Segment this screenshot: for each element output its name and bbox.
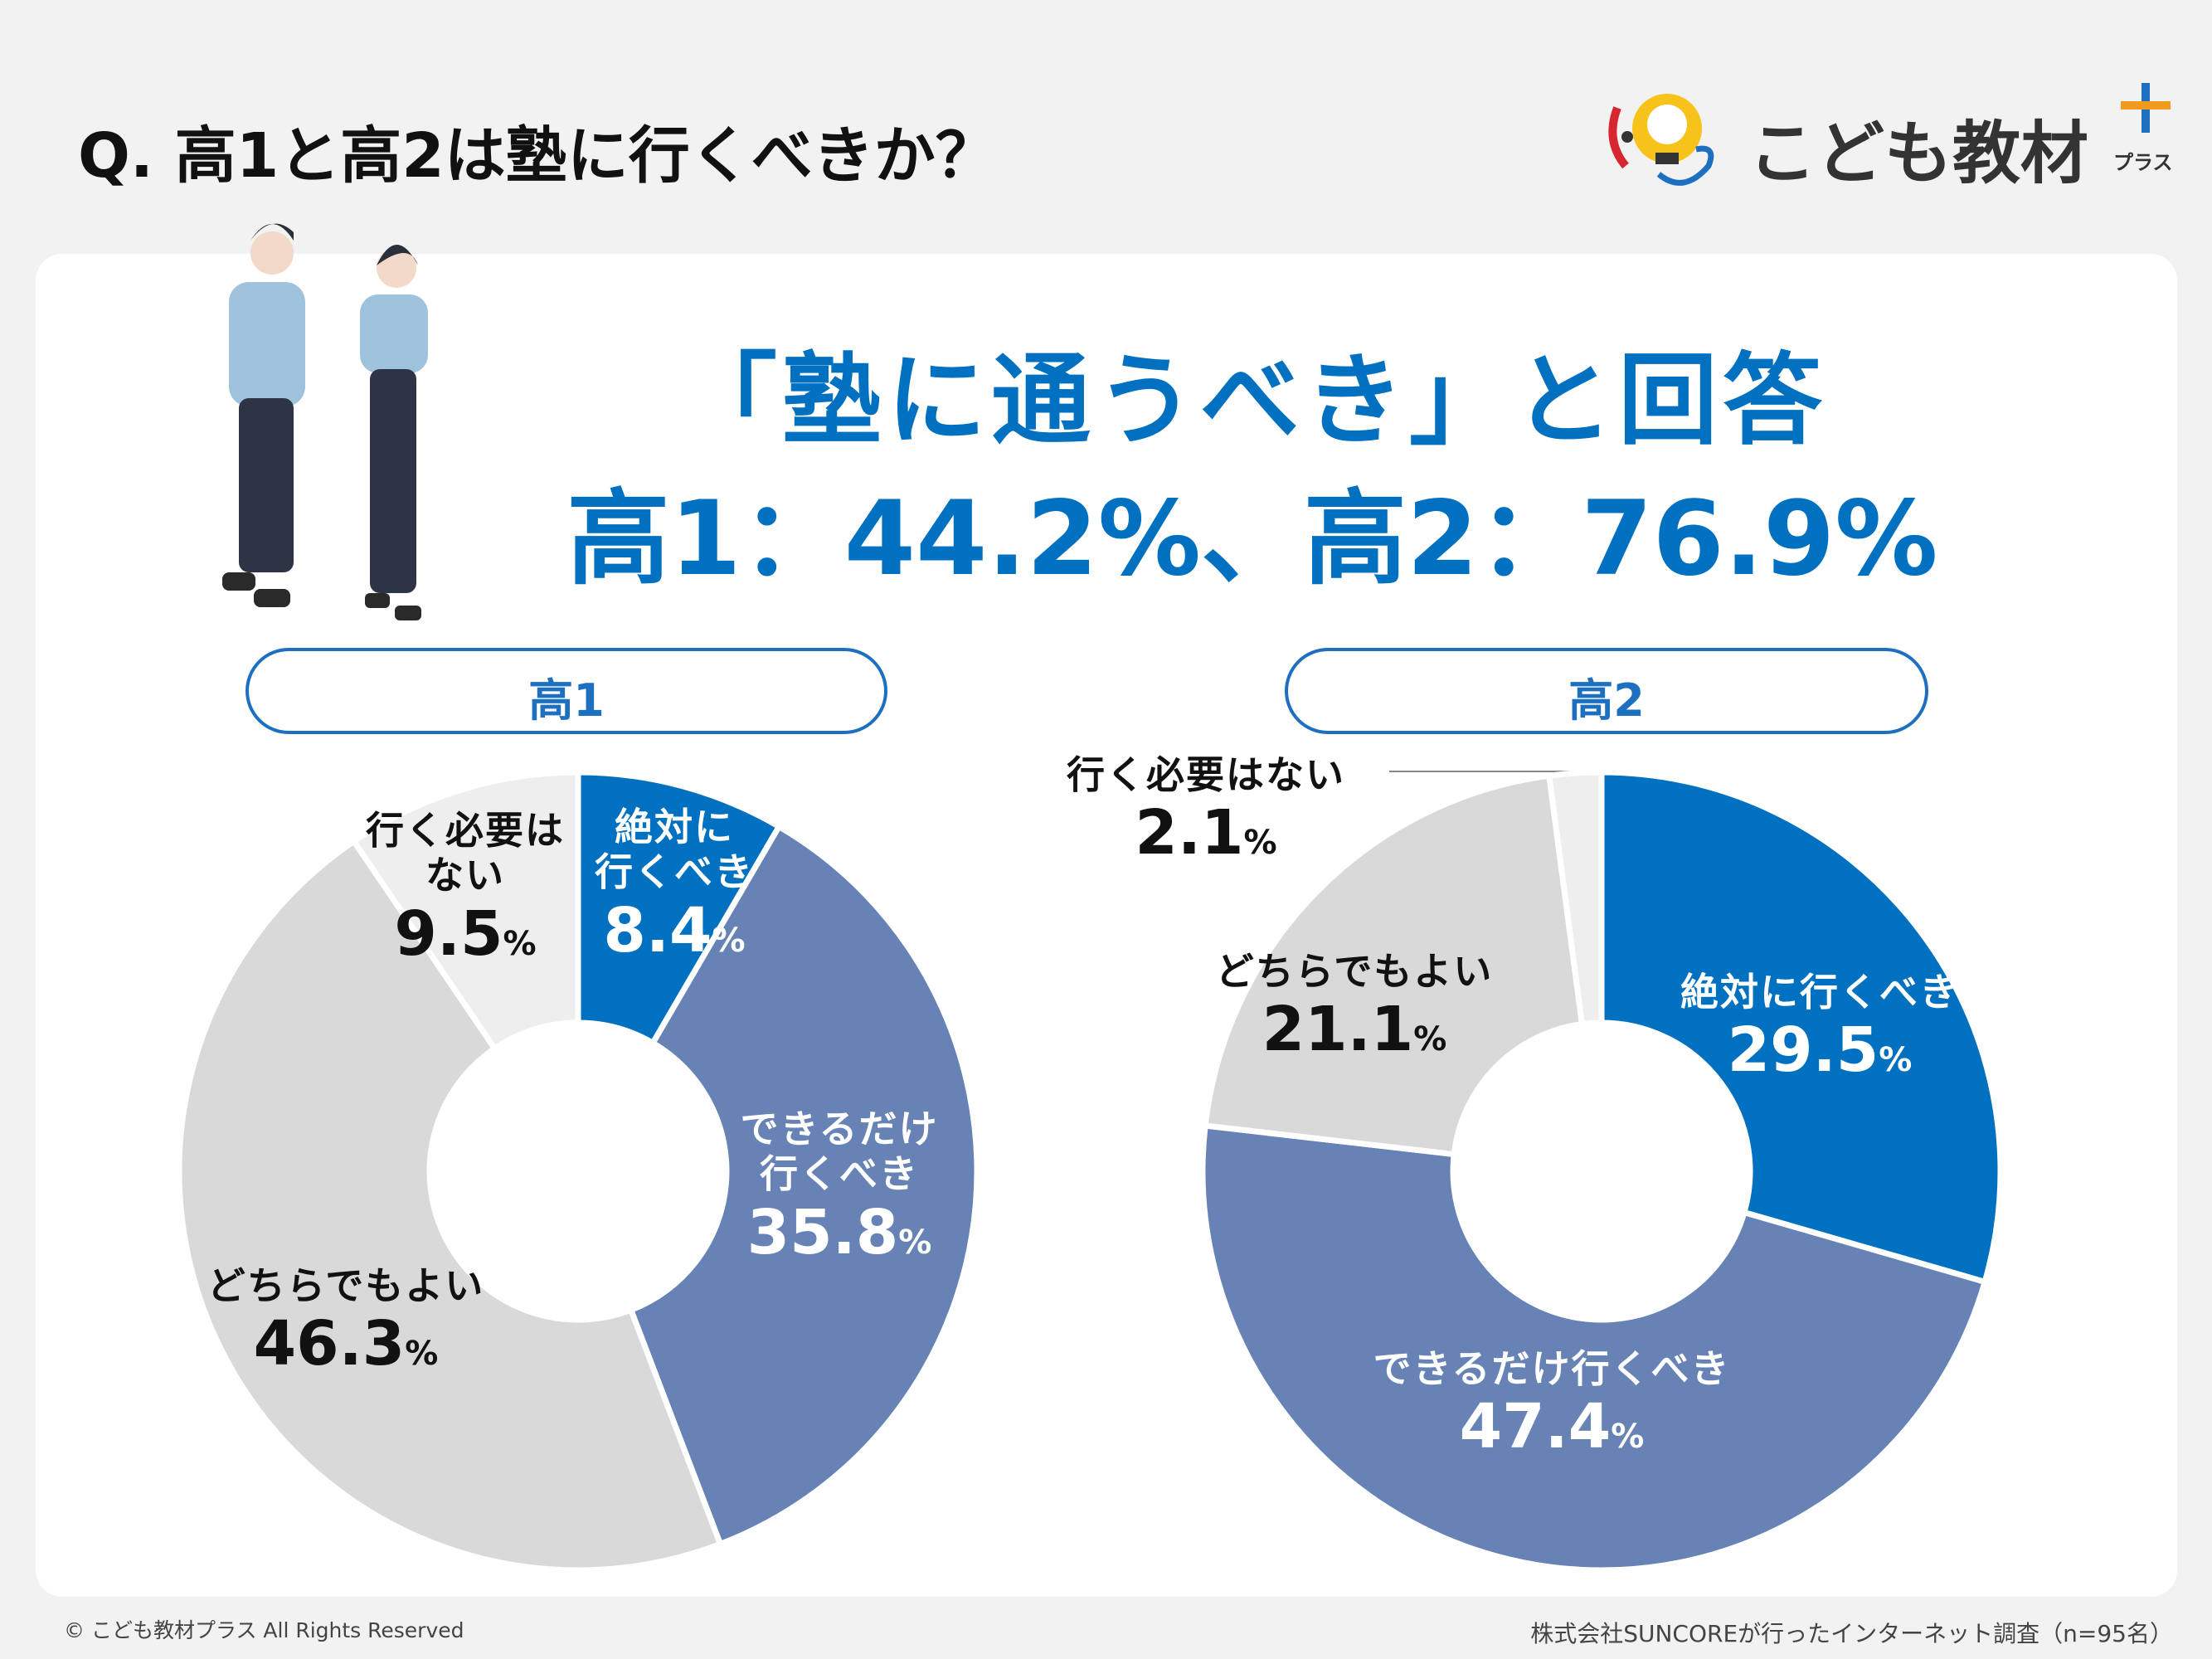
slice bbox=[1199, 1122, 1989, 1574]
slice bbox=[1545, 769, 1605, 1028]
value-label: 8.4% bbox=[603, 894, 746, 966]
card bbox=[36, 254, 2177, 1597]
category-label: 絶対に行くべき bbox=[1680, 970, 1959, 1015]
copyright: © こども教材プラス All Rights Reserved bbox=[64, 1618, 464, 1642]
value-label: 21.1% bbox=[1262, 994, 1447, 1066]
slice bbox=[1202, 772, 1586, 1158]
value-label: 47.4% bbox=[1459, 1391, 1645, 1463]
headline: 「塾に通うべき」と回答 bbox=[678, 343, 1827, 459]
category-label: どちらでもよい bbox=[1215, 949, 1494, 995]
slice-label: どちらでもよい 46.3% bbox=[207, 1263, 485, 1381]
category-label: 行く必要は ない bbox=[366, 808, 565, 898]
category-label: できるだけ 行くべき bbox=[740, 1107, 939, 1197]
slice-label: 絶対に行くべき 29.5% bbox=[1680, 970, 1959, 1087]
slice bbox=[349, 769, 581, 1053]
page-title: Q. 高1と高2は塾に行くべきか？ bbox=[78, 120, 997, 192]
logo-plus bbox=[2121, 83, 2171, 133]
slice bbox=[575, 769, 784, 1048]
category-label: できるだけ行くべき bbox=[1373, 1346, 1731, 1392]
slice bbox=[176, 837, 724, 1574]
value-label: 9.5% bbox=[394, 898, 537, 970]
slice-label: 行く必要は ない 9.5% bbox=[366, 808, 565, 971]
source-note: 株式会社SUNCOREが行ったインターネット調査（n=95名） bbox=[1530, 1620, 2173, 1647]
people-illustration bbox=[222, 223, 428, 620]
slice-label: 絶対に 行くべき 8.4% bbox=[595, 805, 754, 967]
headline-result: 高1：44.2%、高2：76.9% bbox=[566, 479, 1938, 599]
category-label: 行く必要はない bbox=[1067, 752, 1345, 798]
chart-title: 高1 bbox=[528, 674, 605, 727]
logo-icon bbox=[1608, 94, 1714, 186]
slice bbox=[627, 822, 980, 1548]
chart-title: 高2 bbox=[1568, 674, 1645, 727]
pill bbox=[1285, 648, 1928, 734]
slice-label: 行く必要はない 2.1% bbox=[1067, 752, 1345, 870]
logo-text: こども教材 bbox=[1748, 114, 2089, 193]
value-label: 35.8% bbox=[746, 1196, 932, 1268]
category-label: どちらでもよい bbox=[207, 1263, 485, 1309]
slice bbox=[1598, 769, 2004, 1286]
value-label: 2.1% bbox=[1135, 797, 1277, 869]
value-label: 46.3% bbox=[253, 1308, 439, 1380]
slice-label: どちらでもよい 21.1% bbox=[1216, 949, 1494, 1067]
logo-sub: プラス bbox=[2113, 151, 2173, 174]
slice-label: できるだけ 行くべき 35.8% bbox=[740, 1107, 938, 1269]
value-label: 29.5% bbox=[1727, 1014, 1913, 1087]
pill bbox=[246, 648, 887, 734]
category-label: 絶対に 行くべき bbox=[595, 805, 754, 895]
slice-label: できるだけ行くべき 47.4% bbox=[1373, 1346, 1730, 1464]
